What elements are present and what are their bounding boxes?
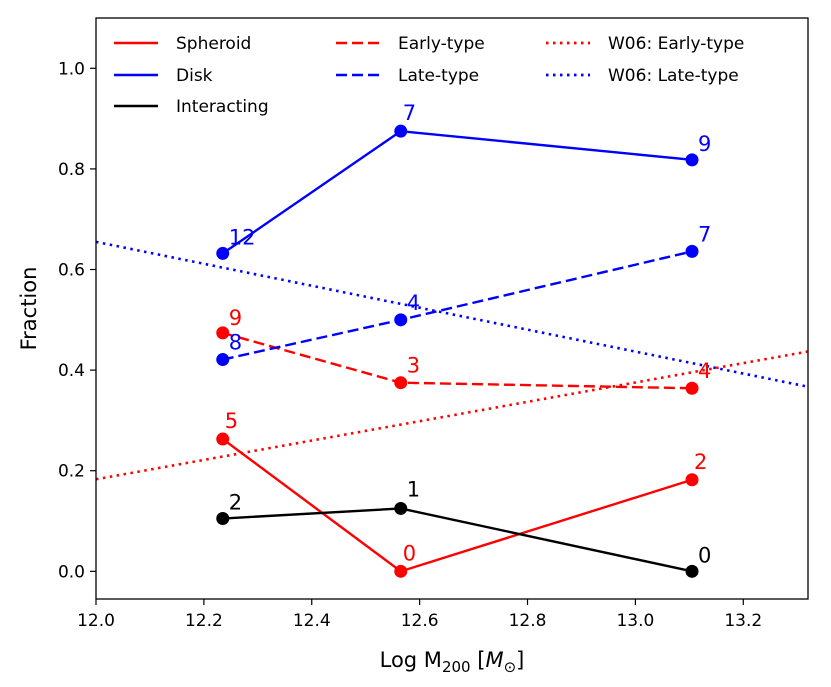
data-label-disk: 9 xyxy=(698,132,711,156)
y-tick-label: 0.6 xyxy=(58,261,85,281)
data-label-interacting: 0 xyxy=(698,543,711,567)
data-label-early-type: 4 xyxy=(698,359,711,383)
series-markers xyxy=(216,124,699,578)
data-label-spheroid: 2 xyxy=(694,450,707,474)
x-tick-label: 12.8 xyxy=(509,611,547,631)
point-early-type xyxy=(216,326,230,340)
point-late-type xyxy=(394,313,408,327)
series-lines xyxy=(96,129,808,573)
legend-label-w06-early-type: W06: Early-type xyxy=(608,34,744,54)
x-tick-label: 12.2 xyxy=(185,611,223,631)
x-tick-label: 12.0 xyxy=(77,611,115,631)
point-spheroid xyxy=(394,564,408,578)
point-interacting xyxy=(685,564,699,578)
series-line-late-type xyxy=(222,250,693,361)
data-label-disk: 7 xyxy=(403,101,416,125)
point-interacting xyxy=(394,501,408,515)
series-line-w06-early-type xyxy=(96,350,808,481)
point-spheroid xyxy=(685,473,699,487)
point-early-type xyxy=(685,381,699,395)
series-line-interacting xyxy=(222,507,693,573)
y-tick-label: 0.8 xyxy=(58,160,85,180)
x-tick-label: 12.4 xyxy=(293,611,331,631)
y-tick-label: 1.0 xyxy=(58,59,85,79)
point-late-type xyxy=(685,244,699,258)
x-axis-label-unit-open: [ xyxy=(471,648,486,672)
y-tick-label: 0.0 xyxy=(58,562,85,582)
legend: Spheroid Disk Interacting Early-type Late-ty… xyxy=(114,34,744,117)
x-tick-label: 13.2 xyxy=(724,611,762,631)
ticks: 12.0 12.2 12.4 12.6 12.8 13.0 13.2 0.0 0.2 0.4 0.6… xyxy=(58,59,762,631)
x-axis-label-unit-sub: ⊙ xyxy=(504,658,517,676)
legend-label-early-type: Early-type xyxy=(398,34,485,54)
legend-label-disk: Disk xyxy=(176,66,213,86)
y-tick-label: 0.2 xyxy=(58,462,85,482)
plot-frame xyxy=(95,17,809,600)
data-label-interacting: 2 xyxy=(229,491,242,515)
x-axis-label-unit-close: ] xyxy=(516,648,524,672)
legend-label-w06-late-type: W06: Late-type xyxy=(608,66,739,86)
data-label-spheroid: 0 xyxy=(403,541,416,565)
point-early-type xyxy=(394,376,408,390)
x-axis-label-sub: 200 xyxy=(442,658,471,676)
data-label-late-type: 4 xyxy=(407,291,420,315)
point-disk xyxy=(216,246,230,260)
x-axis-label: Log M200 [M⊙] xyxy=(380,648,525,676)
data-label-late-type: 7 xyxy=(698,222,711,246)
data-label-late-type: 8 xyxy=(229,331,242,355)
y-tick-label: 0.4 xyxy=(58,361,85,381)
data-label-early-type: 9 xyxy=(229,306,242,330)
point-labels: 5 0 2 12 7 9 2 1 0 9 3 4 8 4 7 xyxy=(225,101,712,567)
x-tick-label: 12.6 xyxy=(401,611,439,631)
series-line-spheroid xyxy=(222,438,693,573)
data-label-disk: 12 xyxy=(229,225,256,249)
data-label-early-type: 3 xyxy=(407,354,420,378)
data-label-spheroid: 5 xyxy=(225,409,238,433)
series-line-disk xyxy=(222,129,693,255)
point-interacting xyxy=(216,512,230,526)
point-disk xyxy=(685,153,699,167)
y-axis-label: Fraction xyxy=(17,267,41,351)
legend-label-interacting: Interacting xyxy=(176,97,269,117)
point-disk xyxy=(394,124,408,138)
point-late-type xyxy=(216,353,230,367)
x-axis-label-unit-var: M xyxy=(485,648,503,672)
data-label-interacting: 1 xyxy=(407,477,420,501)
point-spheroid xyxy=(216,432,230,446)
series-line-w06-late-type xyxy=(96,240,808,388)
legend-label-late-type: Late-type xyxy=(398,66,479,86)
x-tick-label: 13.0 xyxy=(616,611,654,631)
x-axis-label-base: Log M xyxy=(380,648,442,672)
legend-label-spheroid: Spheroid xyxy=(176,34,251,54)
series-line-early-type xyxy=(222,331,693,390)
